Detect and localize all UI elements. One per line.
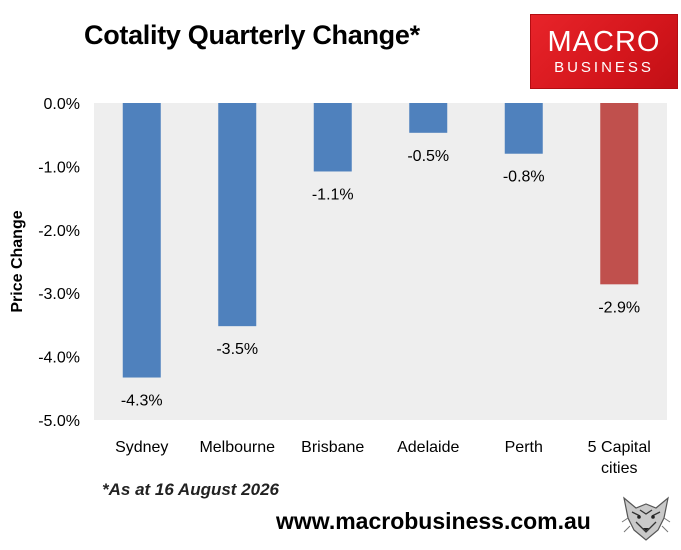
bars-group bbox=[122, 103, 639, 378]
x-tick-label-line: Brisbane bbox=[301, 439, 364, 456]
data-label: -1.1% bbox=[312, 186, 354, 203]
data-label: -0.5% bbox=[407, 148, 449, 165]
y-tick-label: -4.0% bbox=[38, 350, 80, 367]
data-labels-group: -4.3% -3.5% -1.1% -0.5% -0.8% -2.9% bbox=[121, 148, 640, 410]
y-tick-label: 0.0% bbox=[44, 96, 80, 113]
x-tick-label-line: cities bbox=[601, 460, 637, 477]
data-label: -3.5% bbox=[216, 341, 258, 358]
data-label: -0.8% bbox=[503, 169, 545, 186]
bar bbox=[313, 103, 352, 172]
data-label: -4.3% bbox=[121, 393, 163, 410]
y-tick-label: -2.0% bbox=[38, 223, 80, 240]
y-tick-label: -1.0% bbox=[38, 159, 80, 176]
y-axis-title: Price Change bbox=[9, 210, 26, 312]
bar bbox=[600, 103, 639, 285]
x-axis: Sydney Melbourne Brisbane Adelaide Perth 5 Ca… bbox=[115, 439, 651, 477]
website-url: www.macrobusiness.com.au bbox=[276, 508, 591, 534]
bar bbox=[218, 103, 257, 327]
y-tick-label: -5.0% bbox=[38, 413, 80, 430]
x-tick-label-line: 5 Capital bbox=[588, 439, 651, 456]
logo-line-1: MACRO bbox=[547, 26, 661, 58]
logo-line-2: BUSINESS bbox=[554, 59, 654, 76]
x-tick-label: Brisbane bbox=[301, 439, 364, 456]
bar bbox=[504, 103, 543, 154]
macrobusiness-logo: MACRO BUSINESS bbox=[530, 14, 678, 89]
plot-area bbox=[94, 103, 667, 420]
x-tick-label: Sydney bbox=[115, 439, 168, 456]
x-tick-label-line: Melbourne bbox=[199, 439, 275, 456]
chart-title: Cotality Quarterly Change* bbox=[84, 20, 420, 50]
x-tick-label: Perth bbox=[505, 439, 543, 456]
x-tick-label-line: Adelaide bbox=[397, 439, 459, 456]
x-tick-label: Adelaide bbox=[397, 439, 459, 456]
x-tick-label: 5 Capital cities bbox=[588, 439, 651, 477]
bar bbox=[122, 103, 161, 378]
y-tick-label: -3.0% bbox=[38, 286, 80, 303]
y-axis: 0.0% -1.0% -2.0% -3.0% -4.0% -5.0% bbox=[38, 96, 80, 430]
x-tick-label: Melbourne bbox=[199, 439, 275, 456]
wolf-logo-icon bbox=[618, 488, 674, 544]
x-tick-label-line: Perth bbox=[505, 439, 543, 456]
footnote: *As at 16 August 2026 bbox=[102, 480, 279, 499]
bar bbox=[409, 103, 448, 133]
x-tick-label-line: Sydney bbox=[115, 439, 168, 456]
bar-chart: 0.0% -1.0% -2.0% -3.0% -4.0% -5.0% -4.3% -3.5%… bbox=[9, 96, 667, 477]
data-label: -2.9% bbox=[598, 299, 640, 316]
